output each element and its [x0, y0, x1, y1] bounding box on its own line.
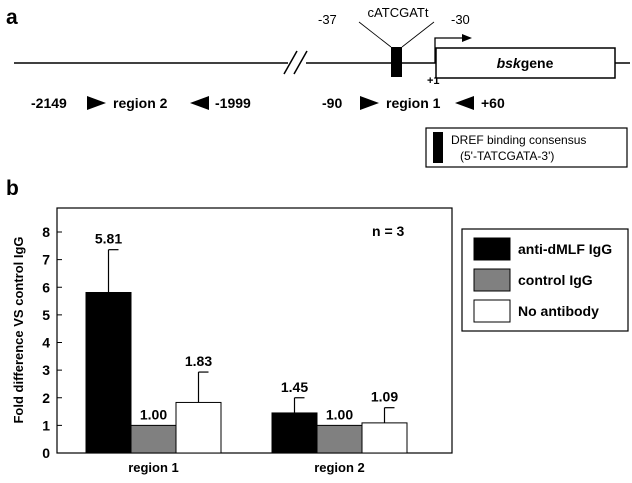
data-label: 1.00 — [140, 406, 167, 422]
bar-0-0 — [85, 291, 132, 454]
data-label: 1.45 — [281, 379, 308, 395]
bar-2-0 — [175, 401, 222, 454]
bar-1-1 — [316, 424, 363, 454]
bsk-gene-box — [435, 47, 616, 79]
data-label: 1.00 — [326, 406, 353, 422]
legend-swatch-no-antibody — [473, 299, 511, 323]
site-start-label: -37 — [318, 12, 337, 27]
y-tick-label: 1 — [42, 417, 50, 433]
reverse-primer-icon — [190, 96, 209, 110]
region1-name: region 1 — [386, 95, 441, 111]
legend-swatch-control — [473, 268, 511, 292]
site-legend-box — [425, 127, 628, 168]
region1-end: +60 — [481, 95, 505, 111]
legend-label-anti-dmlf: anti-dMLF IgG — [518, 241, 612, 257]
legend-label-control: control IgG — [518, 272, 593, 288]
data-label: 5.81 — [95, 231, 122, 247]
region1-start: -90 — [322, 95, 342, 111]
site-legend-line1: DREF binding consensus — [451, 133, 586, 147]
n-annotation: n = 3 — [372, 223, 405, 239]
dref-site-box — [391, 47, 402, 77]
reverse-primer-icon — [455, 96, 474, 110]
panel-b-label: b — [6, 177, 19, 200]
y-tick-label: 2 — [42, 390, 50, 406]
region2-name: region 2 — [113, 95, 168, 111]
bar-2-1 — [361, 422, 408, 454]
bar-1-0 — [130, 424, 177, 454]
bar-chart: 0 1 2 3 4 5 6 7 8 5.81 1.00 1.83 region 1 1.45 1.00 1.0… — [42, 207, 453, 475]
legend-label-no-antibody: No antibody — [518, 303, 599, 319]
y-tick-label: 3 — [42, 362, 50, 378]
site-callout-left — [358, 21, 392, 48]
y-tick-label: 8 — [42, 224, 50, 240]
data-label: 1.83 — [185, 353, 212, 369]
y-tick-label: 6 — [42, 279, 50, 295]
tss-arrow-icon — [434, 34, 472, 63]
axis-break-icon — [283, 50, 308, 75]
site-legend-line2: (5'-TATCGATA-3') — [460, 149, 554, 163]
y-tick-label: 0 — [42, 445, 50, 461]
forward-primer-icon — [360, 96, 379, 110]
region2-start: -2149 — [31, 95, 67, 111]
bar-0-1 — [271, 412, 318, 454]
plot-frame — [56, 207, 453, 454]
y-tick-label: 7 — [42, 252, 50, 268]
site-end-label: -30 — [451, 12, 470, 27]
y-tick-label: 5 — [42, 307, 50, 323]
x-category-label: region 1 — [128, 460, 179, 475]
y-axis-label: Fold difference VS control IgG — [11, 236, 26, 423]
bsk-gene-label: bskgene — [497, 55, 554, 71]
region2-end: -1999 — [215, 95, 251, 111]
site-callout-right — [401, 21, 435, 48]
panel-a-label: a — [6, 6, 18, 29]
chart-legend: anti-dMLF IgG control IgG No antibody — [461, 228, 629, 332]
y-tick-label: 4 — [42, 335, 50, 351]
forward-primer-icon — [87, 96, 106, 110]
legend-swatch-anti-dmlf — [473, 237, 511, 261]
data-label: 1.09 — [371, 389, 398, 405]
x-category-label: region 2 — [314, 460, 365, 475]
site-legend-swatch — [433, 132, 443, 163]
site-sequence-label: cATCGATt — [368, 5, 429, 20]
